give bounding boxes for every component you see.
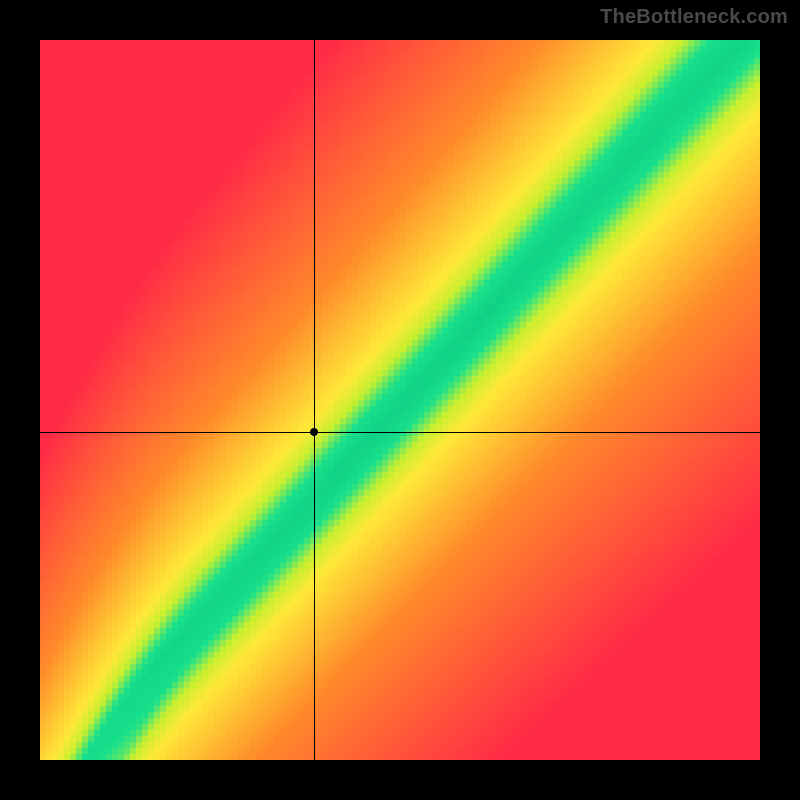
- plot-area: [40, 40, 760, 760]
- crosshair-vertical: [314, 40, 315, 760]
- crosshair-marker: [310, 428, 318, 436]
- chart-container: TheBottleneck.com: [0, 0, 800, 800]
- watermark-text: TheBottleneck.com: [600, 6, 788, 29]
- heatmap-canvas: [40, 40, 760, 760]
- crosshair-horizontal: [40, 432, 760, 433]
